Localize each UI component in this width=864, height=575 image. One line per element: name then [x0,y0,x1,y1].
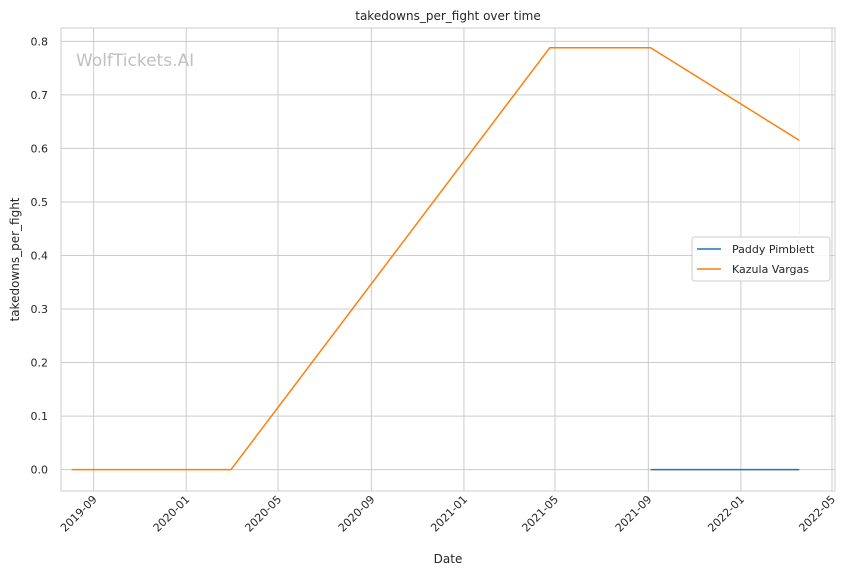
y-tick-label: 0.7 [31,89,49,102]
y-tick-labels: 0.0 0.1 0.2 0.3 0.4 0.5 0.6 0.7 0.8 [31,35,49,476]
x-tick-label: 2022-01 [705,493,747,535]
x-tick-label: 2021-01 [428,493,470,535]
y-tick-label: 0.4 [31,249,49,262]
legend-box [691,236,831,282]
y-gridlines [61,40,835,471]
x-axis-title: Date [434,552,463,566]
y-tick-label: 0.8 [31,35,49,48]
x-tick-label: 2021-05 [519,493,561,535]
x-tick-label: 2020-09 [336,493,378,535]
legend-items: Paddy Pimblett Kazula Vargas [697,243,815,276]
y-tick-label: 0.2 [31,357,49,370]
y-tick-label: 0.6 [31,142,49,155]
legend-label: Kazula Vargas [732,263,809,276]
chart-title: takedowns_per_fight over time [355,9,541,23]
y-tick-label: 0.1 [31,410,49,423]
y-axis-title: takedowns_per_fight [8,197,22,321]
y-tick-label: 0.5 [31,196,49,209]
series-lines [71,47,800,471]
plot-area-frame [60,27,836,492]
watermark-text: WolfTickets.AI [76,51,194,71]
x-tick-label: 2021-09 [613,493,655,535]
legend-label: Paddy Pimblett [732,243,815,256]
x-tick-labels: 2019-09 2020-01 2020-05 2020-09 2021-01 2021-… [58,493,838,535]
legend: Paddy Pimblett Kazula Vargas [691,236,831,282]
x-tick-label: 2020-01 [151,493,193,535]
x-tick-label: 2020-05 [242,493,284,535]
x-tick-label: 2019-09 [58,493,100,535]
y-tick-label: 0.0 [31,464,49,477]
x-tick-label: 2022-05 [796,493,838,535]
y-tick-label: 0.3 [31,303,49,316]
series-line-1 [71,47,800,471]
